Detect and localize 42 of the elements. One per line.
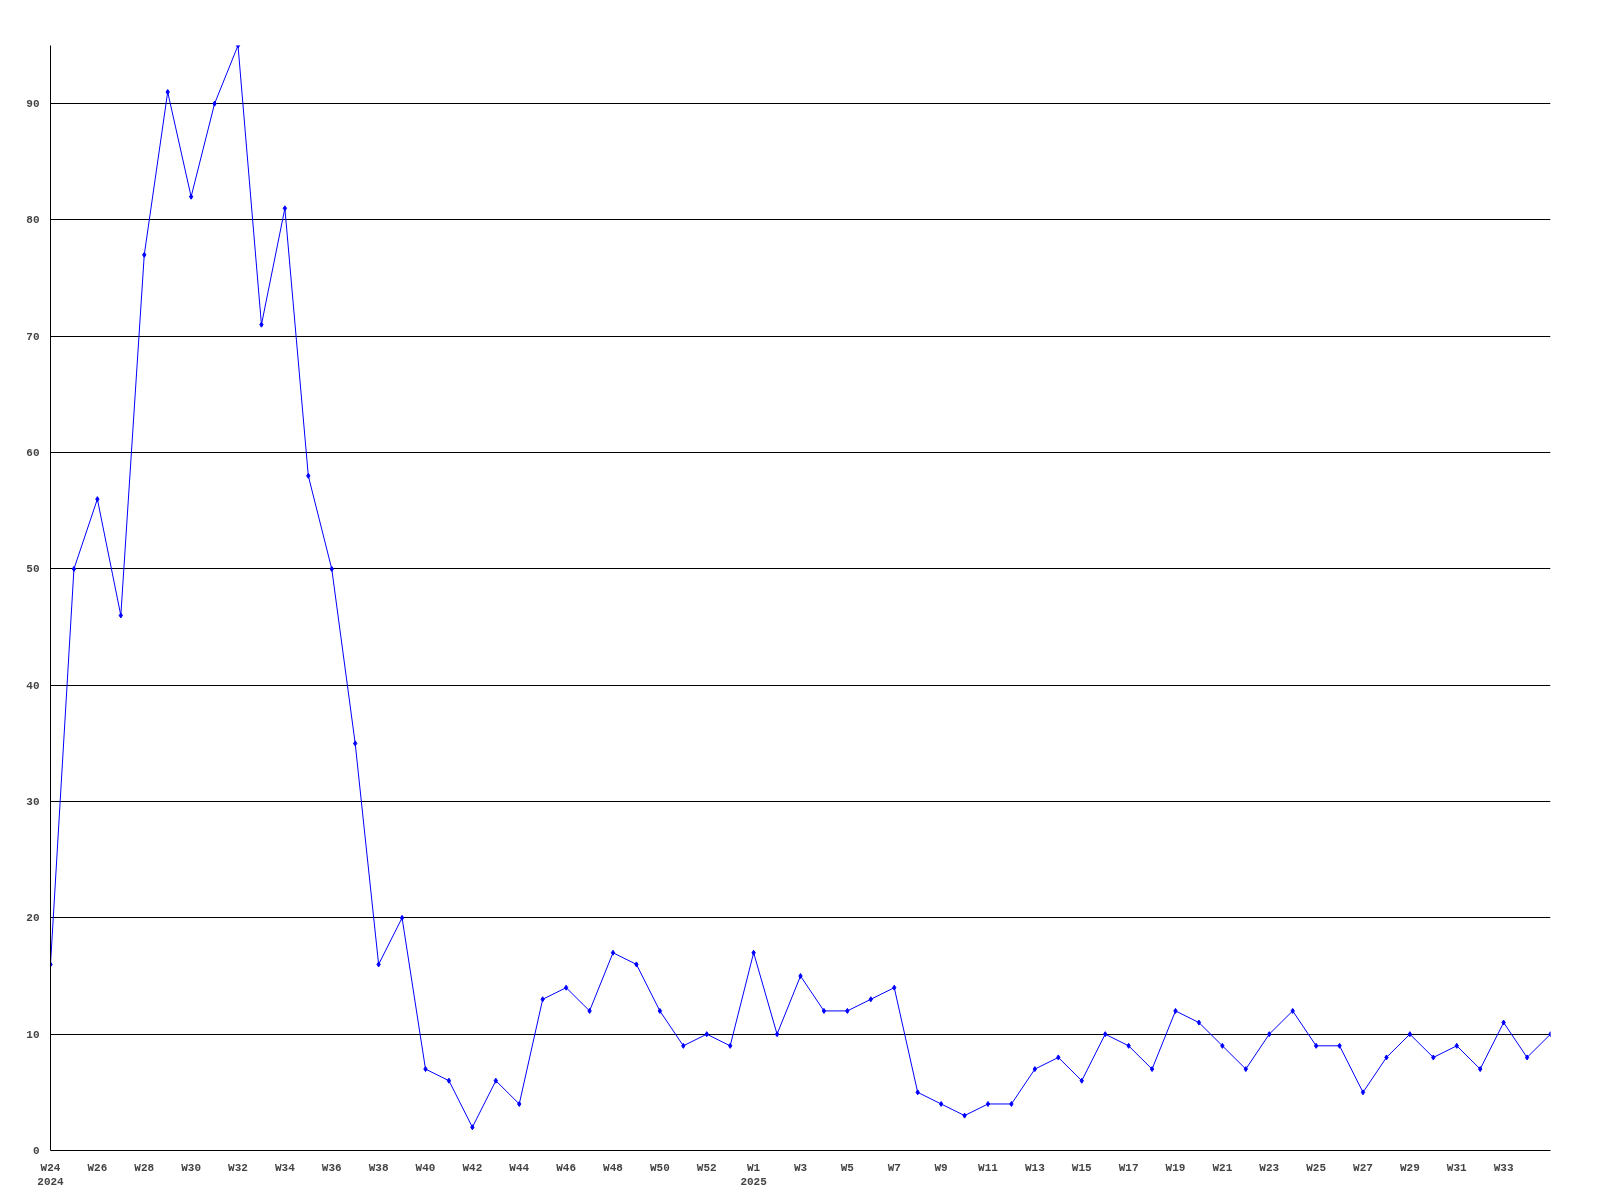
x-tick-label: W23 — [1259, 1161, 1280, 1174]
y-tick-label: 50 — [26, 563, 40, 576]
y-tick-label: 70 — [26, 330, 40, 343]
x-tick-label: W21 — [1212, 1161, 1233, 1174]
y-tick-label: 40 — [26, 679, 40, 692]
x-tick-label: W42 — [462, 1161, 483, 1174]
x-tick-label: W40 — [415, 1161, 436, 1174]
x-tick-label: W44 — [509, 1161, 530, 1174]
x-tick-label: W27 — [1353, 1161, 1373, 1174]
y-tick-label: 80 — [26, 214, 40, 227]
x-tick-label: W46 — [556, 1161, 577, 1174]
x-tick-label: W25 — [1306, 1161, 1327, 1174]
x-tick-label: W48 — [603, 1161, 624, 1174]
x-tick-label: W50 — [649, 1161, 670, 1174]
x-tick-label: W32 — [228, 1161, 248, 1174]
x-tick-label: W17 — [1118, 1161, 1139, 1174]
x-tick-label: W30 — [181, 1161, 202, 1174]
x-tick-label: W1 2025 — [740, 1161, 768, 1188]
y-tick-label: 90 — [26, 98, 40, 111]
y-tick-label: 0 — [32, 1145, 40, 1157]
x-tick-label: W24 2024 — [37, 1161, 65, 1188]
x-tick-label: W33 — [1493, 1161, 1514, 1174]
x-tick-label: W3 — [793, 1161, 808, 1174]
x-tick-label: W26 — [87, 1161, 108, 1174]
x-tick-label: W7 — [887, 1161, 901, 1174]
x-tick-label: W15 — [1071, 1161, 1093, 1174]
x-tick-label: W13 — [1024, 1161, 1046, 1174]
y-tick-label: 20 — [26, 912, 40, 925]
x-tick-label: W29 — [1399, 1161, 1420, 1174]
x-tick-label: W34 — [274, 1161, 296, 1174]
x-tick-label: W19 — [1165, 1161, 1186, 1174]
x-tick-label: W38 — [368, 1161, 389, 1174]
x-tick-label: W9 — [934, 1161, 948, 1174]
x-tick-label: W31 — [1446, 1161, 1468, 1174]
x-tick-label: W28 — [134, 1161, 155, 1174]
y-tick-label: 60 — [26, 447, 40, 460]
x-tick-label: W5 — [840, 1161, 855, 1174]
x-tick-label: W11 — [978, 1161, 999, 1174]
y-tick-label: 30 — [26, 796, 40, 809]
x-tick-label: W36 — [321, 1161, 342, 1174]
x-tick-label: W52 — [696, 1161, 717, 1174]
y-tick-label: 10 — [26, 1028, 40, 1041]
